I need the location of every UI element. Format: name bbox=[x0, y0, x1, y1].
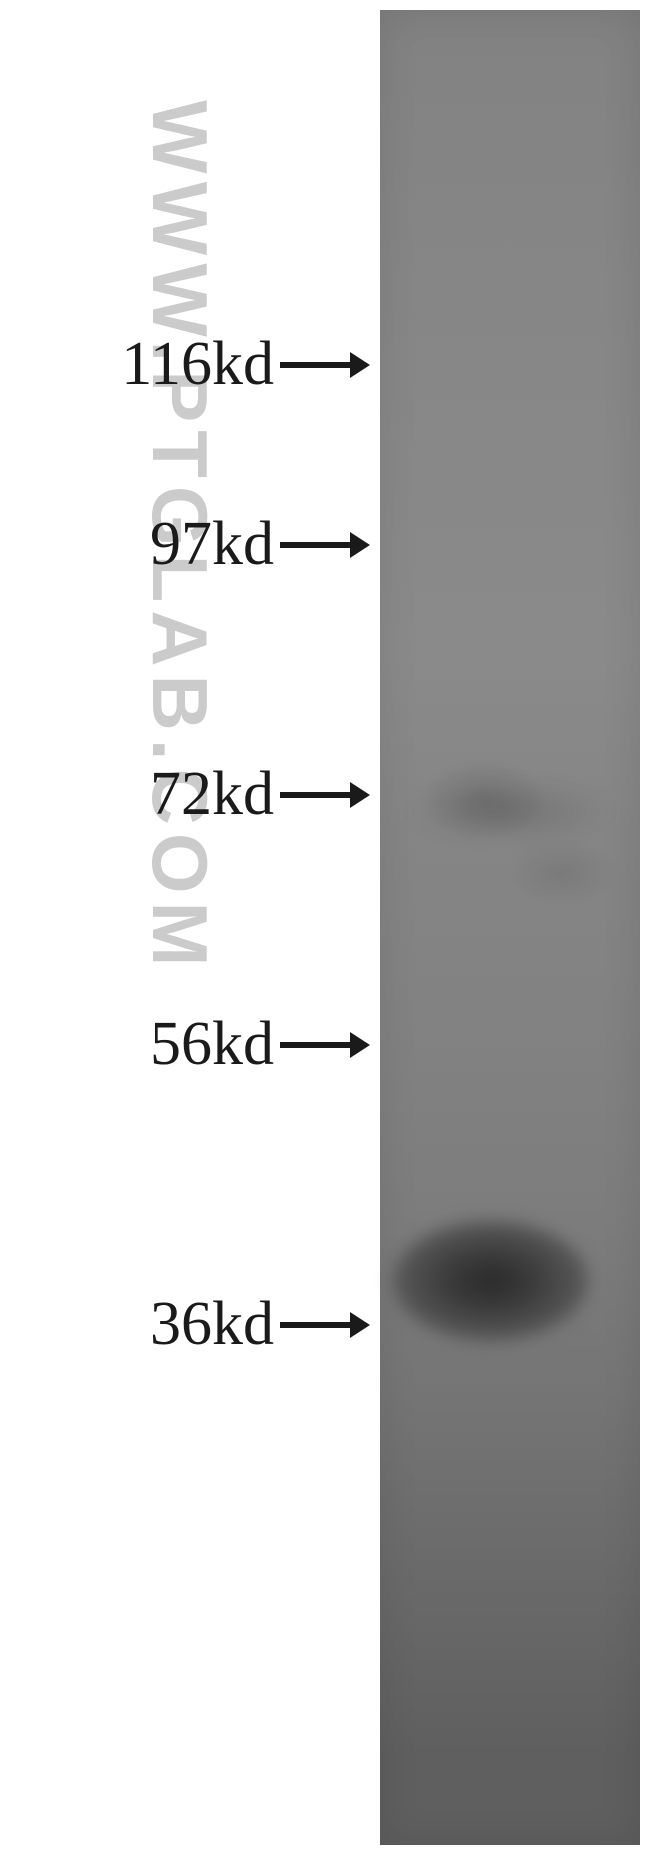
arrow-head bbox=[350, 1312, 370, 1338]
marker-label: 72kd bbox=[150, 759, 274, 830]
arrow-head bbox=[350, 352, 370, 378]
marker-label: 36kd bbox=[150, 1289, 274, 1360]
figure-container: WWW.PTGLAB.COM 116kd 97kd 72kd 56kd 36kd bbox=[0, 0, 650, 1855]
arrow-head bbox=[350, 782, 370, 808]
marker-row-1: 97kd bbox=[150, 509, 370, 580]
arrow-head bbox=[350, 1032, 370, 1058]
arrow-line bbox=[280, 792, 350, 798]
arrow-line bbox=[280, 542, 350, 548]
arrow-icon bbox=[280, 782, 370, 808]
arrow-line bbox=[280, 1042, 350, 1048]
blot-lane bbox=[380, 10, 640, 1845]
arrow-icon bbox=[280, 1032, 370, 1058]
arrow-icon bbox=[280, 352, 370, 378]
marker-label: 97kd bbox=[150, 509, 274, 580]
blot-band-faint bbox=[406, 781, 614, 841]
marker-row-3: 56kd bbox=[150, 1009, 370, 1080]
marker-label: 56kd bbox=[150, 1009, 274, 1080]
arrow-icon bbox=[280, 1312, 370, 1338]
blot-band-dark bbox=[393, 1221, 588, 1341]
arrow-line bbox=[280, 1322, 350, 1328]
arrow-icon bbox=[280, 532, 370, 558]
arrow-head bbox=[350, 532, 370, 558]
arrow-line bbox=[280, 362, 350, 368]
marker-label: 116kd bbox=[121, 329, 274, 400]
marker-row-4: 36kd bbox=[150, 1289, 370, 1360]
marker-row-2: 72kd bbox=[150, 759, 370, 830]
marker-row-0: 116kd bbox=[121, 329, 370, 400]
